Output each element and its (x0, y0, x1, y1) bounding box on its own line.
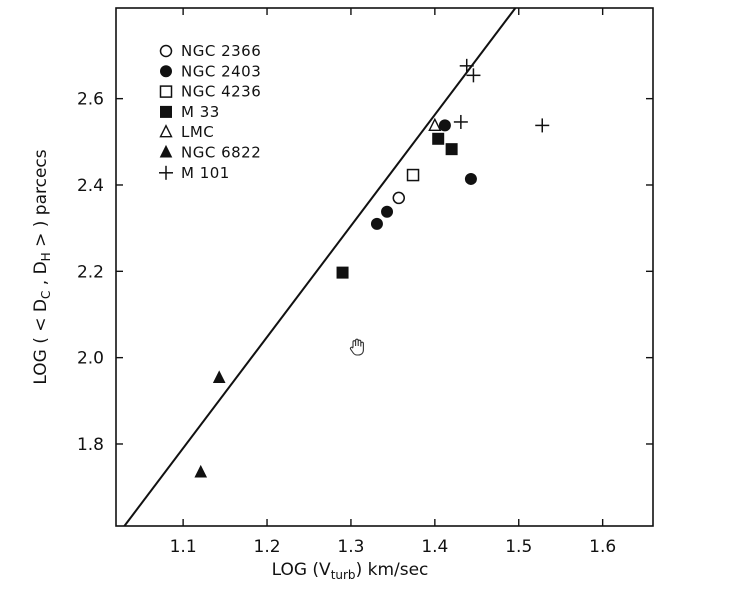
hand-cursor-icon (349, 338, 364, 356)
data-point (406, 168, 420, 182)
data-point (428, 117, 442, 132)
legend-label: LMC (181, 123, 214, 141)
regression-line (123, 7, 517, 527)
legend-label: NGC 2366 (181, 42, 261, 60)
x-tick-label: 1.1 (170, 537, 197, 557)
plot-frame (115, 7, 654, 527)
data-point (432, 132, 445, 145)
y-tick-label: 2.2 (77, 262, 104, 282)
data-point (466, 68, 481, 83)
y-axis-ticks: 1.8 2.0 2.2 2.4 2.6 (77, 90, 653, 455)
x-tick-label: 1.6 (589, 537, 616, 557)
data-point (453, 114, 468, 129)
y-tick-label: 2.4 (77, 176, 104, 196)
data-point (438, 119, 451, 132)
fit-line-layer (123, 7, 517, 527)
legend-marker (160, 105, 172, 118)
legend-marker (159, 144, 173, 158)
legend-marker (159, 165, 173, 180)
legend-label: M 33 (181, 103, 220, 121)
x-tick-label: 1.5 (505, 537, 532, 557)
data-point (381, 205, 394, 218)
y-axis-label: LOG ( < DC , DH > ) parcecs (31, 149, 53, 384)
legend-marker (159, 85, 173, 98)
y-tick-label: 2.0 (77, 349, 104, 369)
legend-marker (159, 44, 173, 58)
data-point (336, 266, 349, 279)
y-tick-label: 2.6 (77, 90, 104, 110)
x-tick-label: 1.4 (421, 537, 448, 557)
legend-marker (160, 65, 172, 78)
data-point (464, 172, 477, 185)
legend-label: NGC 6822 (181, 144, 261, 162)
data-point (212, 370, 226, 383)
x-axis-ticks: 1.1 1.2 1.3 1.4 1.5 1.6 (170, 8, 616, 557)
legend-marker (159, 124, 173, 138)
data-point (445, 143, 458, 156)
data-point (535, 118, 550, 133)
x-tick-label: 1.2 (254, 537, 281, 557)
legend-label: M 101 (181, 164, 230, 182)
data-point (194, 464, 208, 478)
data-point (392, 191, 406, 205)
data-point (459, 58, 474, 73)
legend: NGC 2366 NGC 2403 NGC 4236 M 33 LMC NGC 6822 M… (159, 42, 261, 182)
legend-label: NGC 2403 (181, 62, 261, 80)
data-point (370, 217, 383, 230)
legend-label: NGC 4236 (181, 83, 261, 101)
y-tick-label: 1.8 (77, 435, 104, 455)
x-tick-label: 1.3 (337, 537, 364, 557)
data-points (194, 58, 550, 478)
x-axis-label: LOG (Vturb) km/sec (272, 560, 429, 582)
